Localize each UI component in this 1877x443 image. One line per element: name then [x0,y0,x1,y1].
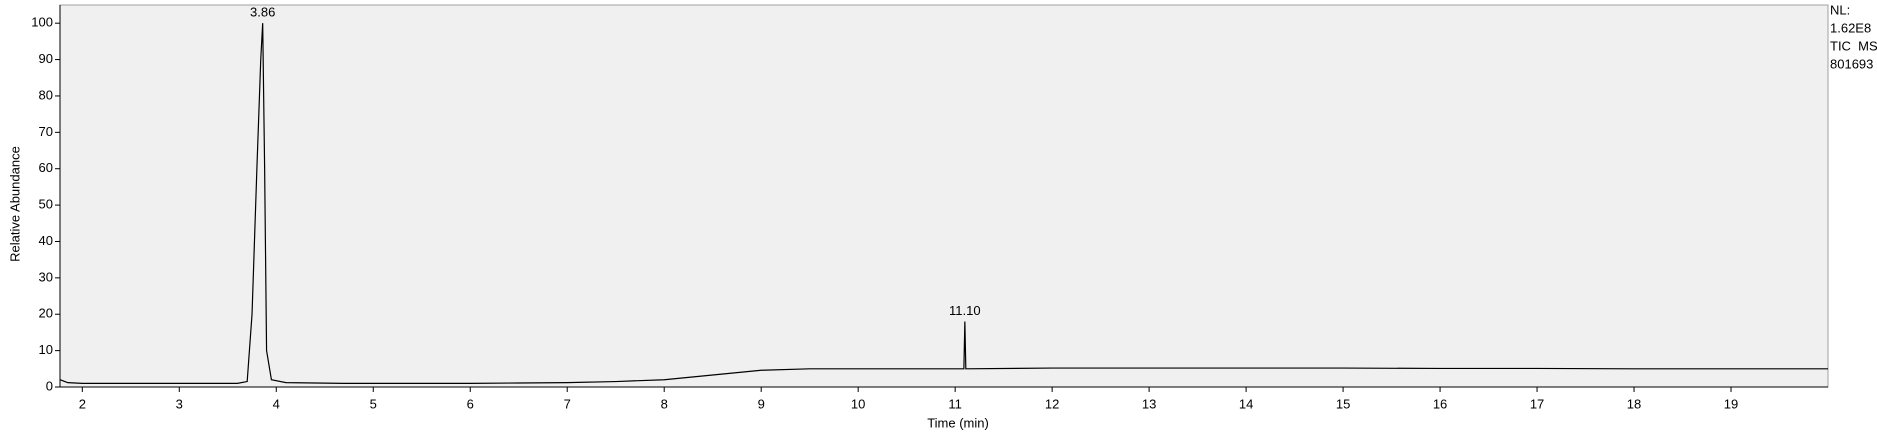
x-tick-label: 4 [273,396,280,411]
y-axis-label: Relative Abundance [7,146,22,262]
x-tick-label: 14 [1239,396,1253,411]
x-tick-label: 19 [1724,396,1738,411]
x-tick-label: 12 [1045,396,1059,411]
peak-label: 3.86 [250,5,275,20]
y-tick-label: 100 [31,15,53,30]
x-tick-label: 8 [661,396,668,411]
y-tick-label: 50 [39,197,53,212]
x-tick-label: 7 [564,396,571,411]
x-tick-label: 15 [1336,396,1350,411]
info-text: 801693 [1830,56,1873,71]
y-tick-label: 80 [39,87,53,102]
x-tick-label: 9 [758,396,765,411]
x-tick-label: 11 [948,396,962,411]
info-text: TIC MS [1830,38,1877,53]
x-tick-label: 18 [1627,396,1641,411]
x-tick-label: 6 [467,396,474,411]
y-tick-label: 0 [46,378,53,393]
y-tick-label: 60 [39,160,53,175]
info-text: NL: [1830,2,1850,17]
y-tick-label: 40 [39,233,53,248]
y-tick-label: 20 [39,306,53,321]
plot-area [59,4,1829,388]
x-tick-label: 10 [851,396,865,411]
x-tick-label: 17 [1530,396,1544,411]
y-tick-label: 90 [39,51,53,66]
x-axis-label: Time (min) [927,415,989,430]
x-tick-label: 2 [79,396,86,411]
info-text: 1.62E8 [1830,20,1871,35]
y-tick-label: 10 [39,342,53,357]
x-tick-label: 13 [1142,396,1156,411]
y-tick-label: 70 [39,124,53,139]
trace [59,23,1828,384]
y-tick-label: 30 [39,269,53,284]
x-tick-label: 5 [370,396,377,411]
x-tick-label: 3 [176,396,183,411]
peak-label: 11.10 [949,303,981,318]
x-tick-label: 16 [1433,396,1447,411]
